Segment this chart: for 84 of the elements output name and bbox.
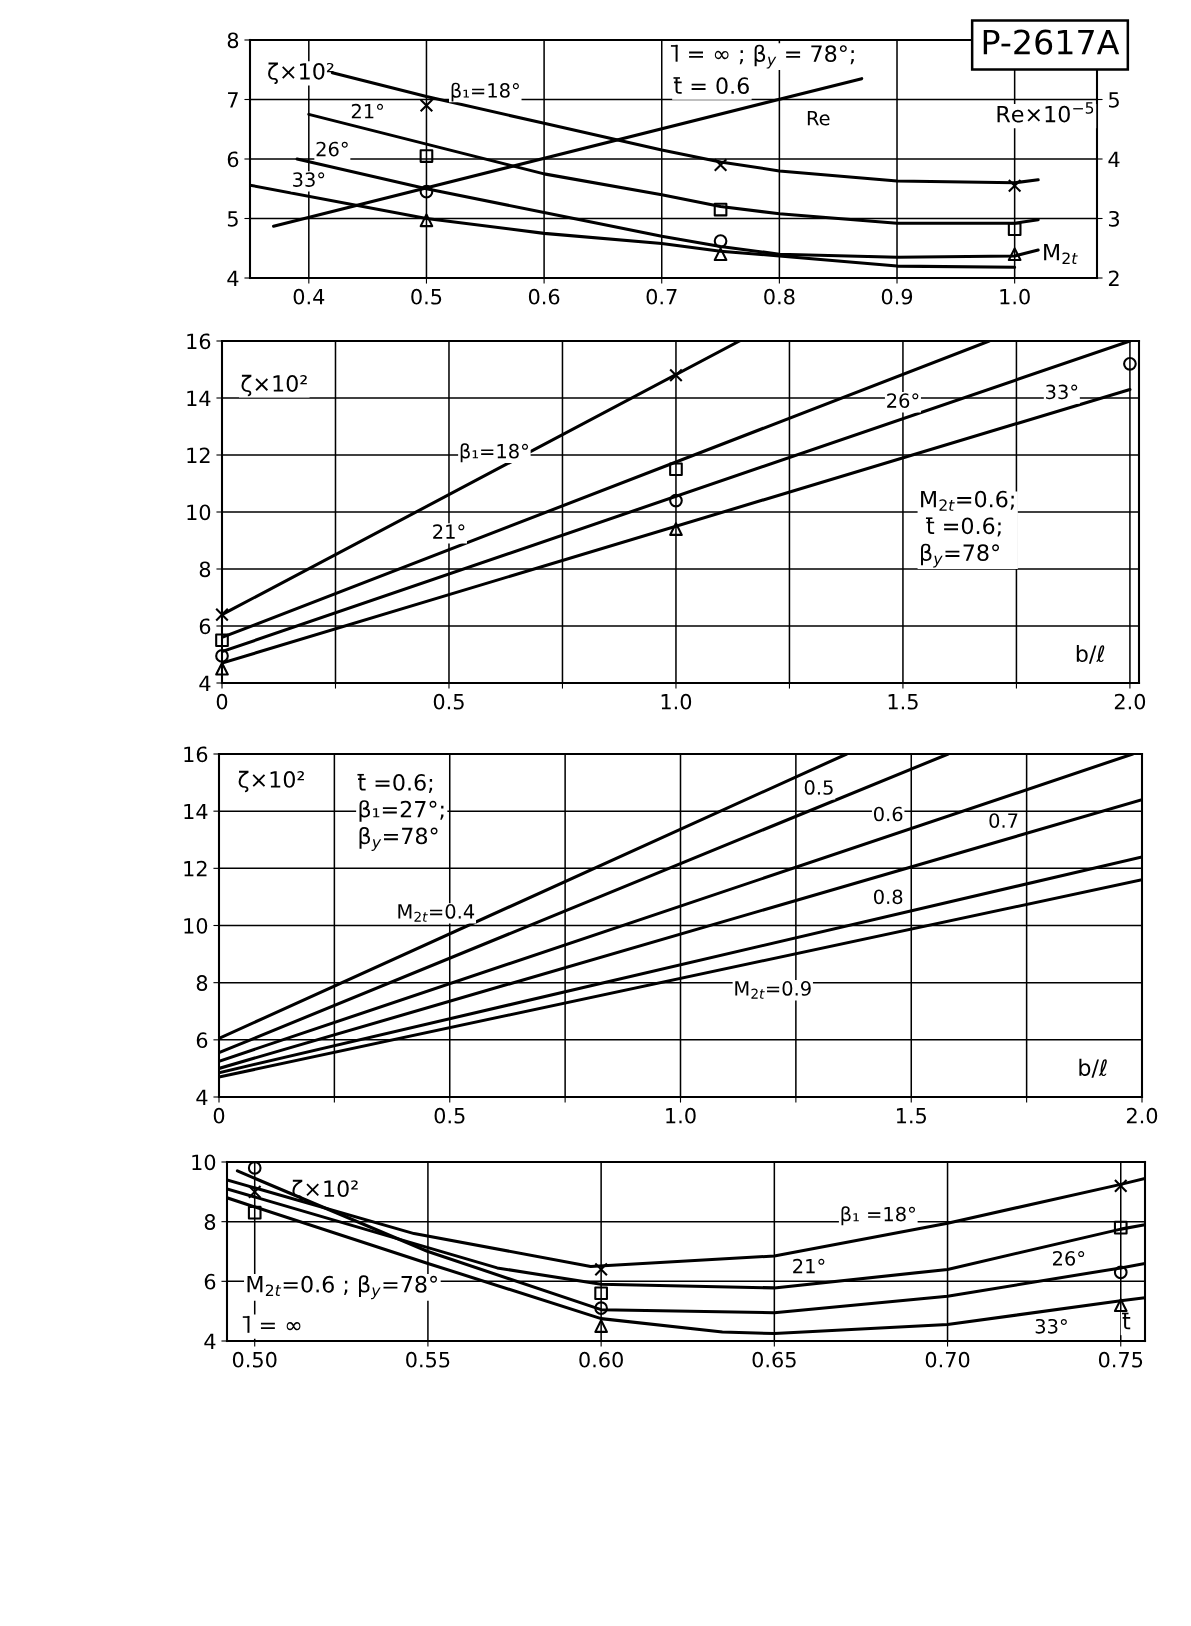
annotation: l̄ = ∞ ; β$_{y}$ = 78°; — [670, 44, 854, 69]
x-axis-title: t̄ — [1122, 1312, 1131, 1330]
x-tick-label: 0.6 — [528, 288, 560, 305]
y-tick-label: 10 — [192, 1154, 216, 1171]
series-label: 21° — [433, 524, 465, 539]
series-label: 26° — [1052, 1250, 1085, 1266]
x-tick-label: 1.5 — [888, 694, 918, 710]
y2-axis-title: Re×10$^{−5}$ — [997, 102, 1094, 123]
annotation: l̄ = ∞ — [242, 1315, 301, 1333]
x-tick-label: 2.0 — [1126, 1107, 1158, 1124]
y-tick-label: 6 — [196, 1032, 208, 1049]
y-tick-label: 6 — [199, 618, 211, 635]
series-label: 33° — [1035, 1318, 1067, 1334]
x-tick-label: 1.5 — [896, 1108, 926, 1124]
y-tick-label: 7 — [228, 92, 238, 108]
annotation: M$_{2t}$=0.6; t̄ =0.6; β$_{y}$=78° — [921, 490, 1014, 568]
x-tick-label: 0.8 — [764, 288, 795, 305]
y-tick-label: 6 — [204, 1273, 216, 1290]
x-tick-label: 0.50 — [232, 1351, 277, 1368]
x-tick-label: 0.55 — [406, 1351, 450, 1368]
y-tick-label: 12 — [184, 860, 207, 877]
y-tick-label: 4 — [204, 1333, 216, 1349]
y2-tick-label: 5 — [1109, 92, 1119, 108]
y-axis-title: ζ×10² — [268, 62, 334, 85]
x-tick-label: 0.4 — [293, 288, 325, 305]
y-tick-label: 14 — [187, 390, 211, 406]
series-label: 21° — [793, 1258, 825, 1274]
y-tick-label: 14 — [184, 803, 208, 820]
y2-tick-label: 4 — [1108, 151, 1120, 167]
y2-tick-label: 3 — [1109, 210, 1119, 227]
x-tick-label: 1.0 — [666, 1107, 696, 1124]
series-label: 26° — [887, 393, 919, 408]
series-label: 0.5 — [804, 780, 833, 795]
x-tick-label: 0 — [216, 693, 228, 710]
x-tick-label: 1.0 — [661, 693, 692, 710]
annotation: P-2617A — [983, 29, 1120, 55]
x-tick-label: 1.0 — [1000, 288, 1030, 305]
series-label: β₁ =18° — [841, 1206, 915, 1226]
y-tick-label: 5 — [227, 211, 238, 227]
x-tick-label: 0.70 — [925, 1351, 970, 1368]
y-tick-label: 8 — [196, 975, 208, 991]
y-tick-label: 4 — [196, 1089, 208, 1105]
x-axis-title: M$_{2t}$ — [1044, 244, 1078, 264]
series-label: 33° — [293, 172, 325, 187]
x-tick-label: 0 — [213, 1107, 225, 1124]
y-tick-label: 8 — [227, 32, 239, 49]
x-tick-label: 0.5 — [433, 693, 464, 710]
series-label: 26° — [316, 141, 348, 157]
y-tick-label: 10 — [184, 917, 208, 934]
y-tick-label: 4 — [199, 675, 211, 691]
y-tick-label: 8 — [204, 1214, 216, 1230]
series-label: 0.8 — [874, 889, 903, 905]
y-tick-label: 6 — [227, 151, 239, 168]
y-tick-label: 8 — [199, 561, 211, 578]
x-tick-label: 0.75 — [1098, 1351, 1143, 1368]
series-label: 0.6 — [874, 806, 903, 822]
x-tick-label: 0.5 — [411, 288, 442, 305]
x-axis-title: b/ℓ — [1076, 644, 1105, 664]
series-label: Re — [807, 111, 830, 126]
series-label: M$_{2t}$=0.9 — [735, 981, 811, 999]
y2-tick-label: 2 — [1108, 270, 1119, 286]
annotation: M$_{2t}$=0.6 ; β$_{y}$=78° — [247, 1275, 438, 1300]
series-label: 21° — [351, 103, 384, 119]
x-tick-label: 0.60 — [579, 1351, 623, 1368]
x-tick-label: 0.7 — [646, 288, 677, 305]
series-label: 33° — [1046, 384, 1078, 400]
y-tick-label: 16 — [187, 333, 211, 350]
y-tick-label: 4 — [227, 270, 239, 286]
annotation: t̄ =0.6; β₁=27°; β$_{y}$=78° — [357, 773, 444, 851]
y-axis-title: ζ×10² — [241, 374, 307, 397]
annotation: t̄ = 0.6 — [673, 77, 749, 95]
x-tick-label: 0.5 — [434, 1107, 465, 1124]
x-axis-title: b/ℓ — [1079, 1058, 1107, 1078]
series-label: β₁=18° — [460, 443, 529, 463]
series-label: 0.7 — [989, 813, 1018, 828]
series-label: β₁=18° — [451, 82, 519, 102]
x-tick-label: 2.0 — [1114, 693, 1146, 710]
series-label: M$_{2t}$=0.4 — [398, 904, 475, 922]
y-tick-label: 16 — [184, 746, 208, 763]
x-tick-label: 0.65 — [752, 1351, 796, 1368]
x-tick-label: 0.9 — [881, 288, 913, 305]
y-axis-title: ζ×10² — [238, 770, 304, 793]
y-tick-label: 10 — [187, 504, 211, 521]
y-tick-label: 12 — [187, 447, 210, 463]
